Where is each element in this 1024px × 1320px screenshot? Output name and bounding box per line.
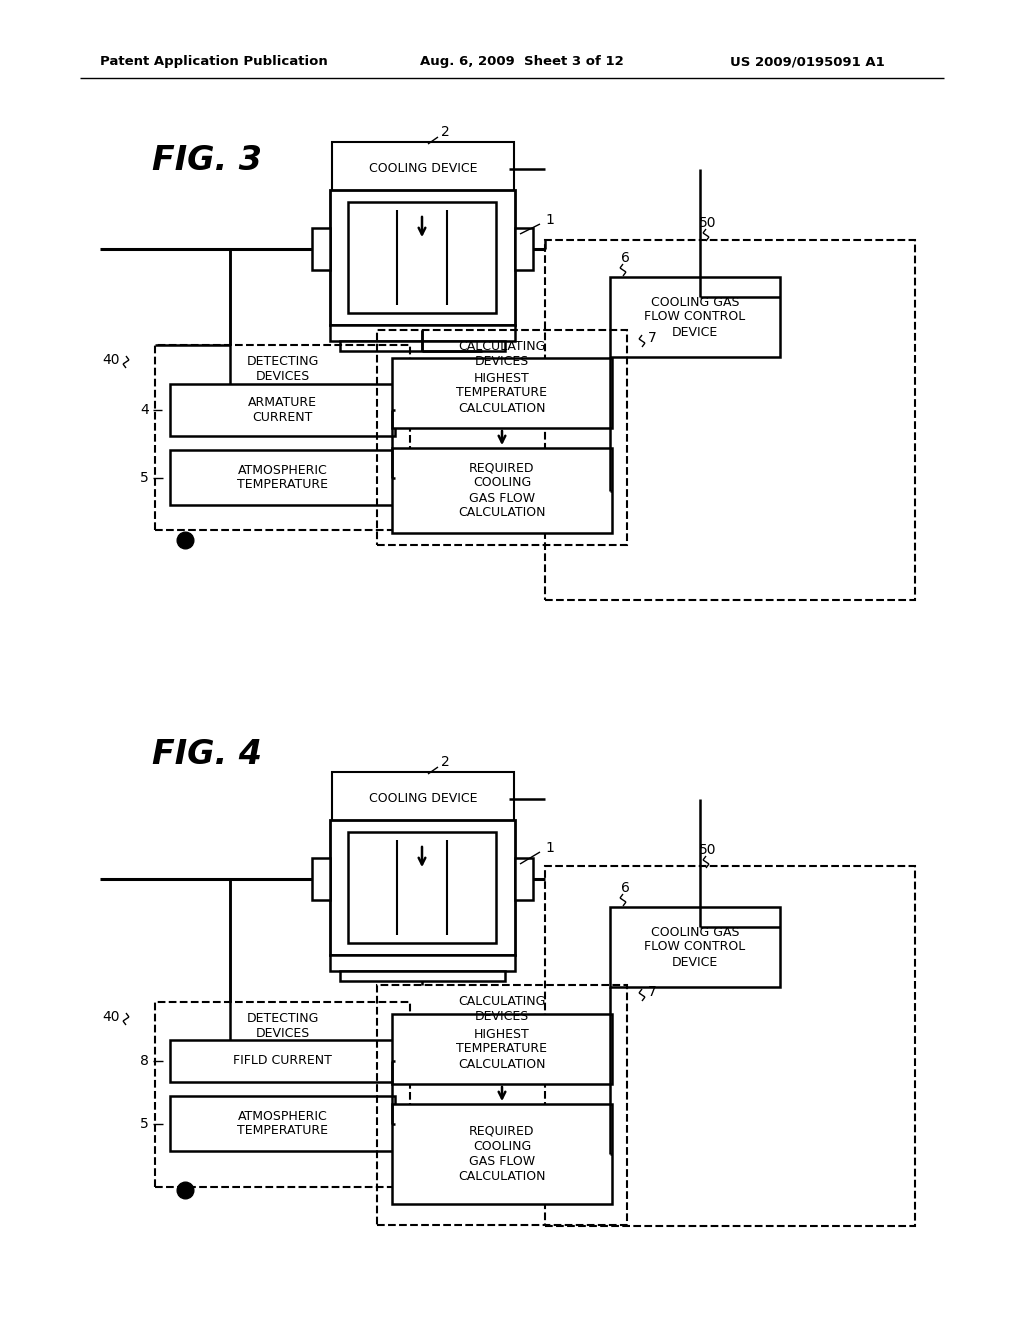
- Bar: [155, 345, 410, 531]
- Text: 7: 7: [648, 331, 656, 345]
- Text: COOLING DEVICE: COOLING DEVICE: [369, 792, 477, 805]
- Bar: [337, 777, 509, 820]
- Bar: [545, 240, 915, 601]
- Bar: [340, 972, 505, 981]
- Bar: [170, 450, 395, 506]
- Bar: [610, 907, 780, 987]
- Text: 1: 1: [545, 841, 554, 855]
- Text: 6: 6: [621, 251, 630, 265]
- Text: REQUIRED
COOLING
GAS FLOW
CALCULATION: REQUIRED COOLING GAS FLOW CALCULATION: [459, 462, 546, 520]
- Bar: [155, 1002, 410, 1187]
- Bar: [348, 832, 496, 942]
- Text: 8: 8: [140, 1053, 150, 1068]
- Bar: [377, 985, 627, 1225]
- Bar: [515, 228, 534, 271]
- Bar: [348, 202, 496, 313]
- Text: COOLING DEVICE: COOLING DEVICE: [369, 162, 477, 176]
- Text: DETECTING
DEVICES: DETECTING DEVICES: [247, 1012, 318, 1040]
- Text: US 2009/0195091 A1: US 2009/0195091 A1: [730, 55, 885, 69]
- Text: 50: 50: [699, 216, 717, 230]
- Bar: [170, 1096, 395, 1151]
- Text: 40: 40: [102, 1010, 120, 1024]
- Bar: [392, 1014, 612, 1084]
- Text: DETECTING
DEVICES: DETECTING DEVICES: [247, 355, 318, 383]
- Text: FIFLD CURRENT: FIFLD CURRENT: [233, 1055, 332, 1068]
- Bar: [377, 330, 627, 545]
- Text: ATMOSPHERIC
TEMPERATURE: ATMOSPHERIC TEMPERATURE: [237, 463, 328, 491]
- Text: 6: 6: [621, 880, 630, 895]
- Text: 7: 7: [648, 985, 656, 999]
- Text: 1: 1: [545, 213, 554, 227]
- Text: COOLING GAS
FLOW CONTROL
DEVICE: COOLING GAS FLOW CONTROL DEVICE: [644, 925, 745, 969]
- Bar: [610, 277, 780, 356]
- Bar: [337, 148, 509, 190]
- Text: 50: 50: [699, 843, 717, 857]
- Bar: [332, 772, 514, 826]
- Bar: [332, 143, 514, 195]
- Bar: [330, 820, 515, 954]
- Bar: [392, 358, 612, 428]
- Bar: [330, 954, 515, 972]
- Bar: [170, 1040, 395, 1082]
- Text: 4: 4: [140, 403, 150, 417]
- Text: HIGHEST
TEMPERATURE
CALCULATION: HIGHEST TEMPERATURE CALCULATION: [457, 1027, 548, 1071]
- Bar: [312, 858, 330, 900]
- Text: FIG. 3: FIG. 3: [152, 144, 262, 177]
- Text: FIG. 4: FIG. 4: [152, 738, 262, 771]
- Text: HIGHEST
TEMPERATURE
CALCULATION: HIGHEST TEMPERATURE CALCULATION: [457, 371, 548, 414]
- Text: Aug. 6, 2009  Sheet 3 of 12: Aug. 6, 2009 Sheet 3 of 12: [420, 55, 624, 69]
- Text: CALCULATING
DEVICES: CALCULATING DEVICES: [459, 341, 546, 368]
- Bar: [312, 228, 330, 271]
- Text: COOLING GAS
FLOW CONTROL
DEVICE: COOLING GAS FLOW CONTROL DEVICE: [644, 296, 745, 338]
- Bar: [330, 325, 515, 341]
- Text: 40: 40: [102, 352, 120, 367]
- Bar: [545, 866, 915, 1226]
- Text: ARMATURE
CURRENT: ARMATURE CURRENT: [248, 396, 317, 424]
- Text: 2: 2: [440, 755, 450, 770]
- Bar: [170, 384, 395, 436]
- Bar: [340, 341, 505, 351]
- Bar: [330, 190, 515, 325]
- Bar: [392, 1104, 612, 1204]
- Text: 5: 5: [140, 1117, 150, 1130]
- Text: 5: 5: [140, 470, 150, 484]
- Text: REQUIRED
COOLING
GAS FLOW
CALCULATION: REQUIRED COOLING GAS FLOW CALCULATION: [459, 1125, 546, 1183]
- Bar: [392, 447, 612, 533]
- Text: Patent Application Publication: Patent Application Publication: [100, 55, 328, 69]
- Text: ATMOSPHERIC
TEMPERATURE: ATMOSPHERIC TEMPERATURE: [237, 1110, 328, 1138]
- Bar: [515, 858, 534, 900]
- Text: 2: 2: [440, 125, 450, 139]
- Text: CALCULATING
DEVICES: CALCULATING DEVICES: [459, 995, 546, 1023]
